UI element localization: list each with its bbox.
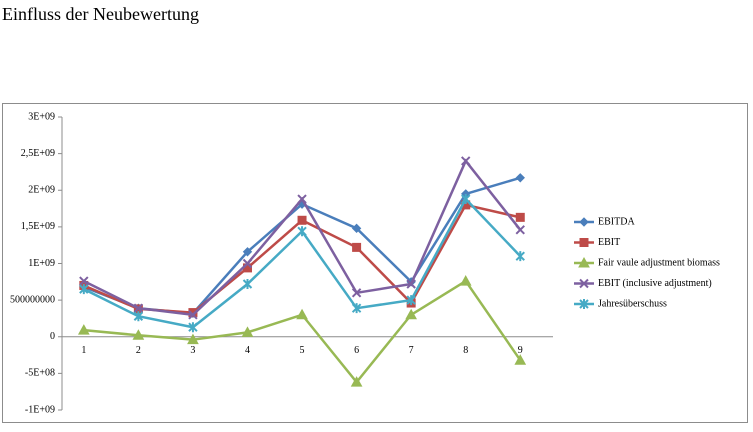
data-point [188, 322, 198, 333]
data-point [515, 251, 525, 262]
chart-frame [2, 103, 748, 423]
data-point [515, 173, 525, 183]
legend-label: Jahresüberschuss [598, 298, 667, 309]
data-point [242, 258, 253, 269]
data-point [79, 276, 89, 286]
chart-title: Einfluss der Neubewertung [2, 4, 199, 24]
x-tick-label: 8 [463, 345, 468, 356]
data-point [187, 333, 199, 345]
data-point [461, 194, 471, 205]
y-tick-label: -5E+08 [25, 368, 55, 379]
data-point [133, 303, 144, 313]
data-point [459, 275, 472, 286]
data-point [79, 284, 89, 295]
x-tick-label: 9 [518, 345, 523, 356]
x-tick-label: 6 [354, 345, 359, 356]
legend-marker [579, 238, 589, 247]
legend-label: EBIT [598, 237, 620, 248]
data-point [406, 279, 416, 289]
legend-marker [578, 256, 590, 268]
y-tick-label: 500000000 [10, 294, 55, 305]
data-point [188, 310, 198, 320]
y-tick-label: 0 [50, 331, 55, 342]
y-tick-label: 2,5E+09 [21, 148, 55, 159]
data-point [297, 226, 307, 237]
y-tick-label: -1E+09 [25, 404, 55, 415]
y-tick-label: 2E+09 [28, 185, 55, 196]
data-point [352, 242, 362, 252]
y-tick-label: 1,5E+09 [21, 221, 55, 232]
data-point [350, 376, 363, 387]
data-point [133, 311, 144, 322]
data-point [515, 225, 525, 235]
legend-marker [579, 278, 589, 289]
data-point [132, 329, 145, 340]
data-point [461, 156, 471, 166]
y-tick-label: 1E+09 [28, 258, 55, 269]
data-point [242, 279, 253, 290]
data-point [514, 354, 527, 365]
legend-label: Fair vaule adjustment biomass [598, 257, 720, 268]
data-point [406, 295, 416, 306]
x-tick-label: 7 [409, 345, 414, 356]
x-tick-label: 2 [136, 345, 141, 356]
data-point [241, 326, 254, 337]
legend-label: EBITDA [598, 216, 635, 227]
data-point [242, 247, 253, 257]
data-point [351, 223, 362, 234]
x-tick-label: 4 [245, 345, 250, 356]
data-point [515, 212, 525, 222]
x-tick-label: 1 [81, 345, 86, 356]
data-point [77, 324, 90, 335]
x-tick-label: 5 [300, 345, 305, 356]
legend-marker [579, 299, 589, 309]
data-point [297, 215, 307, 225]
data-point [296, 308, 308, 320]
legend-label: EBIT (inclusive adjustment) [598, 278, 712, 289]
data-point [297, 194, 307, 204]
legend-marker [579, 217, 589, 227]
data-point [351, 288, 362, 298]
data-point [351, 303, 362, 314]
y-tick-label: 3E+09 [28, 111, 55, 122]
x-tick-label: 3 [190, 345, 195, 356]
data-point [405, 308, 418, 320]
